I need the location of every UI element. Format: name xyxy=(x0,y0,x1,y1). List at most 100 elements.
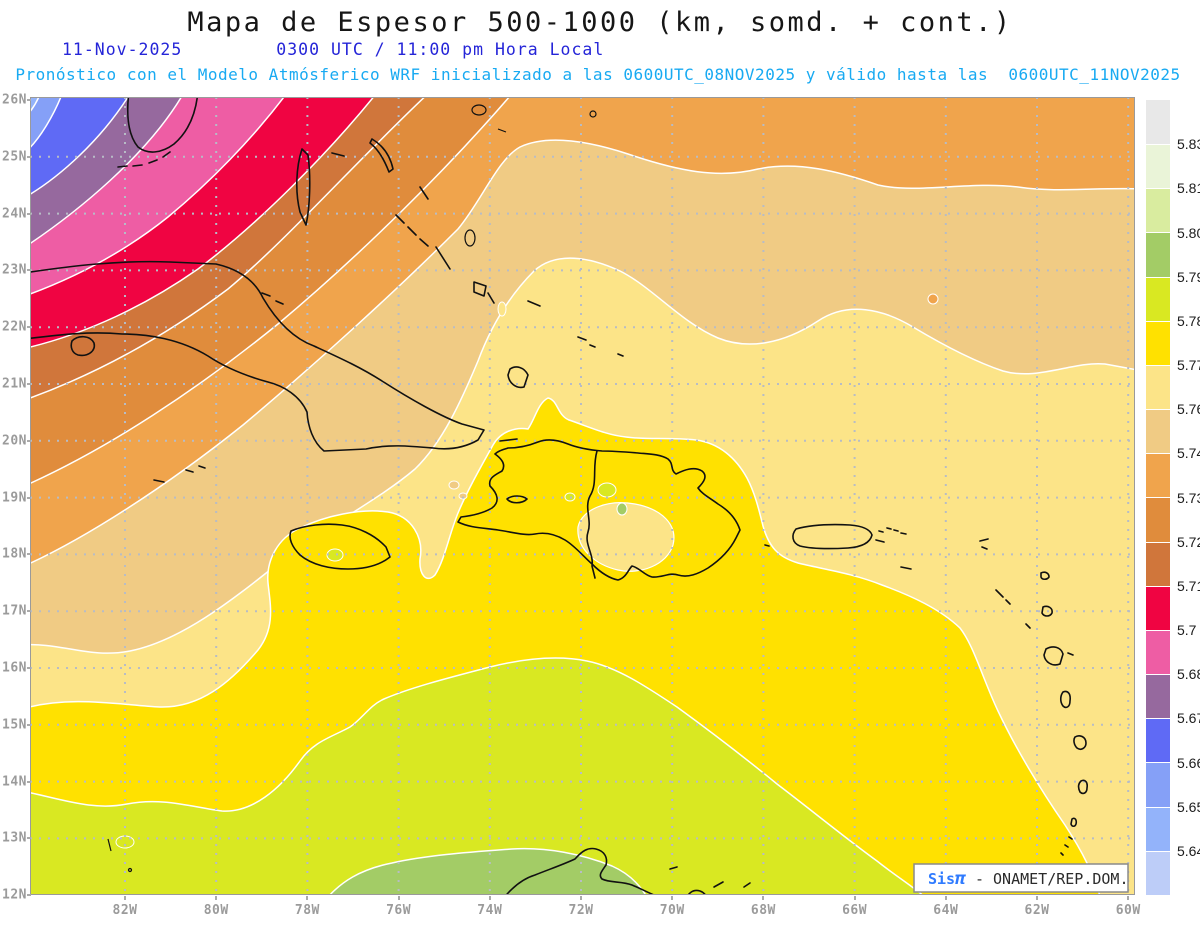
colorbar-segment-14 xyxy=(1146,718,1170,763)
lat-tick xyxy=(27,723,31,726)
lat-tick xyxy=(27,155,31,158)
black-contours xyxy=(107,104,597,873)
lon-tick xyxy=(671,896,674,900)
lat-tick xyxy=(27,269,31,272)
colorbar-segment-10 xyxy=(1146,541,1170,586)
lon-label-74W: 74W xyxy=(477,903,503,918)
speck-tan-1 xyxy=(448,480,460,490)
forecast-date: 11-Nov-2025 xyxy=(62,40,183,59)
band-5664-5676 xyxy=(30,97,129,196)
band-5652-5664 xyxy=(30,97,62,149)
colorbar-segment-17 xyxy=(1146,850,1170,895)
colorbar-segment-4 xyxy=(1146,276,1170,321)
lon-label-60W: 60W xyxy=(1115,903,1141,918)
lon-label-64W: 64W xyxy=(933,903,959,918)
lat-label-17N: 17N xyxy=(2,603,27,619)
lat-tick xyxy=(27,439,31,442)
lon-label-78W: 78W xyxy=(294,903,320,918)
lon-tick xyxy=(397,896,400,900)
forecast-time: 0300 UTC / 11:00 pm Hora Local xyxy=(276,40,605,59)
lon-tick xyxy=(762,896,765,900)
coast-abc-islands xyxy=(669,866,751,888)
coast-hispaniola xyxy=(457,439,741,581)
coast-gonave xyxy=(506,495,528,504)
coast-tortuga xyxy=(499,438,518,442)
coast-puerto-rico xyxy=(792,523,873,550)
colorbar-segment-13 xyxy=(1146,674,1170,719)
lat-tick xyxy=(27,496,31,499)
coast-cuba xyxy=(30,260,485,452)
lon-tick xyxy=(580,896,582,900)
colorbar-value-5.748: 5.748 xyxy=(1177,445,1200,462)
band-5640-5652 xyxy=(30,97,40,114)
band-5783-5795 xyxy=(30,657,924,895)
lon-tick xyxy=(1036,896,1038,900)
speck-pale-in-tan xyxy=(497,301,507,317)
lon-label-68W: 68W xyxy=(750,903,776,918)
colorbar xyxy=(1146,100,1170,895)
attribution-box: Sisπ - ONAMET/REP.DOM. xyxy=(913,863,1129,893)
lat-label-21N: 21N xyxy=(2,376,27,392)
map-frame xyxy=(30,97,1135,895)
lon-tick xyxy=(124,896,126,900)
pale-patch-hispaniola xyxy=(577,502,675,572)
colorbar-segment-1 xyxy=(1146,144,1170,189)
lat-tick xyxy=(27,667,31,669)
lon-tick xyxy=(306,896,309,900)
coastlines xyxy=(30,97,1088,895)
lat-label-25N: 25N xyxy=(2,149,27,165)
forecast-note: Pronóstico con el Modelo Atmósferico WRF… xyxy=(15,65,1181,84)
colorbar-value-5.688: 5.688 xyxy=(1177,666,1200,683)
colorbar-segment-2 xyxy=(1146,188,1170,233)
lat-label-18N: 18N xyxy=(2,546,27,562)
speck-yellowgreen-1 xyxy=(597,482,617,498)
coast-florida-keys xyxy=(117,151,171,168)
coast-lesser-antilles xyxy=(979,538,1088,883)
border-haiti-dr xyxy=(586,450,598,579)
lat-label-15N: 15N xyxy=(2,717,27,733)
colorbar-segment-12 xyxy=(1146,629,1170,675)
lat-label-12N: 12N xyxy=(2,887,27,903)
lat-label-22N: 22N xyxy=(2,319,27,335)
colorbar-value-5.76: 5.76 xyxy=(1177,401,1200,418)
colorbar-segment-3 xyxy=(1146,232,1170,277)
colorbar-value-5.807: 5.807 xyxy=(1177,224,1200,241)
lat-tick xyxy=(27,553,31,556)
lon-tick xyxy=(488,896,491,900)
colorbar-value-5.819: 5.819 xyxy=(1177,180,1200,197)
lat-label-20N: 20N xyxy=(2,433,27,449)
lon-tick xyxy=(944,896,947,900)
band-5795-5807 xyxy=(328,847,647,895)
lat-label-13N: 13N xyxy=(2,830,27,846)
lat-label-19N: 19N xyxy=(2,490,27,506)
lon-tick xyxy=(215,896,218,900)
svg-text:Sisπ - ONAMET/REP.DOM.: Sisπ - ONAMET/REP.DOM. xyxy=(928,868,1129,889)
colorbar-segment-16 xyxy=(1146,806,1170,851)
colorbar-segment-0 xyxy=(1146,100,1170,145)
colorbar-segment-8 xyxy=(1146,453,1170,498)
colorbar-segment-9 xyxy=(1146,497,1170,542)
colorbar-value-5.772: 5.772 xyxy=(1177,357,1200,373)
lat-tick xyxy=(27,99,31,101)
page-title: Mapa de Espesor 500-1000 (km, somd. + co… xyxy=(187,7,1013,38)
coast-jamaica xyxy=(289,523,391,570)
lat-tick xyxy=(27,212,31,215)
lat-tick xyxy=(27,326,31,329)
coast-vieques-culebra xyxy=(875,530,885,543)
speck-green-1 xyxy=(616,502,628,516)
attribution-brand: Sis xyxy=(928,870,955,888)
speck-tan-2 xyxy=(458,492,468,500)
coast-mona xyxy=(764,544,770,547)
attribution-text: - ONAMET/REP.DOM. xyxy=(966,870,1129,888)
lon-tick xyxy=(1127,896,1130,900)
coast-bahamas xyxy=(296,138,624,389)
lat-tick xyxy=(27,894,31,897)
colorbar-value-5.64: 5.64 xyxy=(1177,842,1200,859)
colorbar-value-5.676: 5.676 xyxy=(1177,710,1200,727)
colorbar-value-5.795: 5.795 xyxy=(1177,268,1200,285)
lat-label-16N: 16N xyxy=(2,660,27,676)
lon-label-82W: 82W xyxy=(112,903,138,918)
colorbar-value-5.724: 5.724 xyxy=(1177,533,1200,550)
speck-orange xyxy=(927,293,939,305)
